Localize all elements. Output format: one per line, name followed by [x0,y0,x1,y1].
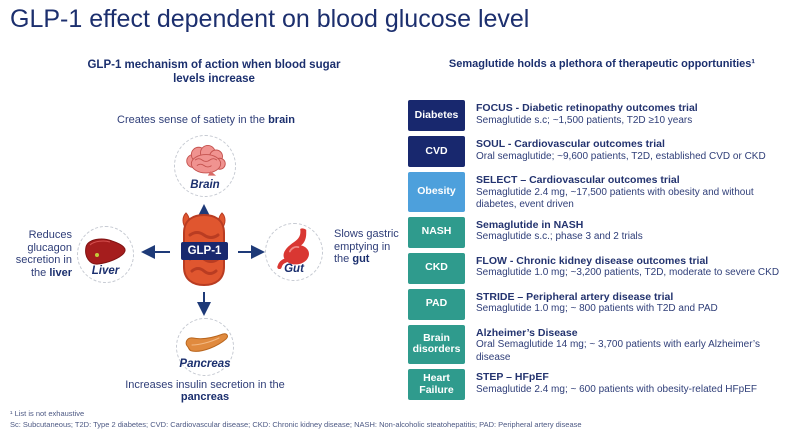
brain-label: Brain [190,179,220,191]
trial-row-heart-failure: Heart Failure STEP – HFpEF Semaglutide 2… [408,369,794,400]
trial-title: STEP – HFpEF [476,371,549,383]
glp1-badge: GLP-1 [181,242,228,260]
category-badge-brain-disorders: Brain disorders [408,324,465,364]
trial-text: SELECT – Cardiovascular outcomes trial S… [476,172,794,212]
trial-desc: Semaglutide s.c.; phase 3 and 2 trials [476,231,643,242]
pancreas-circle: Pancreas [176,318,234,376]
trial-text: STRIDE – Peripheral artery disease trial… [476,289,794,320]
brain-caption-bold: brain [268,114,295,126]
footnote-abbreviations: Sc: Subcutaneous; T2D: Type 2 diabetes; … [10,420,582,429]
trial-text: FLOW - Chronic kidney disease outcomes t… [476,253,794,284]
trial-row-nash: NASH Semaglutide in NASH Semaglutide s.c… [408,216,794,248]
pancreas-caption-text: Increases insulin secretion in the [125,379,285,391]
trial-title: STRIDE – Peripheral artery disease trial [476,290,674,303]
liver-icon [85,238,126,265]
brain-circle: Brain [174,135,236,197]
stomach-icon [277,228,309,269]
trial-desc: Semaglutide 2.4 mg; ~ 600 patients with … [476,383,757,395]
trial-title: FOCUS - Diabetic retinopathy outcomes tr… [476,102,698,114]
page-title: GLP-1 effect dependent on blood glucose … [10,5,530,33]
trial-desc: Oral semaglutide; ~9,600 patients, T2D, … [476,150,766,162]
trial-rows: Diabetes FOCUS - Diabetic retinopathy ou… [408,100,794,400]
gut-caption-text: Slows gastric emptying in the [334,228,399,265]
pancreas-icon [185,333,228,352]
trial-text: STEP – HFpEF Semaglutide 2.4 mg; ~ 600 p… [476,369,794,400]
left-section-heading: GLP-1 mechanism of action when blood sug… [87,59,341,85]
trial-desc: Semaglutide 2.4 mg, ~17,500 patients wit… [476,186,754,211]
intestine-icon [182,212,226,287]
liver-caption-text: Reduces glucagon secretion in the [15,229,72,279]
trial-title: SOUL - Cardiovascular outcomes trial [476,138,665,150]
trial-text: SOUL - Cardiovascular outcomes trial Ora… [476,136,794,167]
category-badge-obesity: Obesity [408,172,465,212]
category-badge-nash: NASH [408,216,465,248]
footnote-list-disclaimer: ¹ List is not exhaustive [10,409,85,418]
trial-row-cvd: CVD SOUL - Cardiovascular outcomes trial… [408,136,794,167]
gut-circle: Gut [265,223,323,281]
liver-circle: Liver [77,226,134,283]
liver-caption: Reduces glucagon secretion in the liver [6,229,72,279]
brain-icon [186,144,226,176]
trial-row-obesity: Obesity SELECT – Cardiovascular outcomes… [408,172,794,212]
category-badge-cvd: CVD [408,136,465,167]
trial-row-ckd: CKD FLOW - Chronic kidney disease outcom… [408,252,794,284]
category-badge-heart-failure: Heart Failure [408,369,465,400]
trial-row-pad: PAD STRIDE – Peripheral artery disease t… [408,288,794,320]
pancreas-label: Pancreas [179,358,231,370]
trial-row-diabetes: Diabetes FOCUS - Diabetic retinopathy ou… [408,100,794,131]
trial-desc: Oral Semaglutide 14 mg; ~ 3,700 patients… [476,339,760,363]
trial-title: SELECT – Cardiovascular outcomes trial [476,174,680,186]
trial-desc: Semaglutide 1.0 mg; ~3,200 patients, T2D… [476,267,780,278]
trial-title: Alzheimer’s Disease [476,326,578,339]
trial-text: Semaglutide in NASH Semaglutide s.c.; ph… [476,217,794,248]
gut-label: Gut [284,263,304,275]
gut-caption-bold: gut [352,253,370,265]
trial-desc: Semaglutide s.c; ~1,500 patients, T2D ≥1… [476,114,693,126]
trial-row-brain-disorders: Brain disorders Alzheimer’s Disease Oral… [408,324,794,365]
brain-caption-text: Creates sense of satiety in the [117,114,269,126]
trial-title: Semaglutide in NASH [476,218,584,231]
pancreas-caption: Increases insulin secretion in the pancre… [105,379,305,403]
category-badge-pad: PAD [408,288,465,320]
trial-text: FOCUS - Diabetic retinopathy outcomes tr… [476,100,794,131]
liver-label: Liver [91,265,120,277]
category-badge-ckd: CKD [408,252,465,284]
right-section-heading: Semaglutide holds a plethora of therapeu… [448,58,756,70]
trial-text: Alzheimer’s Disease Oral Semaglutide 14 … [476,325,794,365]
gut-caption: Slows gastric emptying in the gut [334,228,406,266]
liver-caption-bold: liver [49,266,72,279]
trial-title: FLOW - Chronic kidney disease outcomes t… [476,254,709,267]
brain-caption: Creates sense of satiety in the brain [75,114,337,127]
pancreas-caption-bold: pancreas [180,391,230,403]
trial-desc: Semaglutide 1.0 mg; ~ 800 patients with … [476,303,718,314]
category-badge-diabetes: Diabetes [408,100,465,131]
